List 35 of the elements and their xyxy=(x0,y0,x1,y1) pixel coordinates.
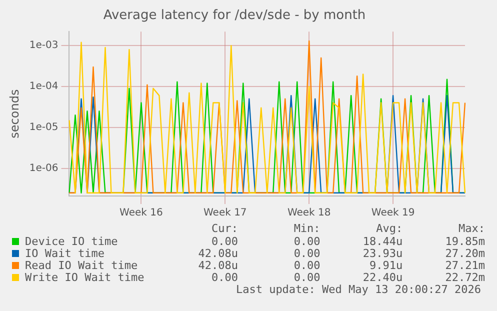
x-tick-label: Week 18 xyxy=(287,208,331,219)
text: 19.85m xyxy=(444,234,485,248)
legend-label: Write IO Wait time xyxy=(25,270,144,284)
text: 0.00 xyxy=(210,234,238,248)
x-tick-label: Week 19 xyxy=(371,208,415,219)
text: 0.00 xyxy=(292,246,320,260)
y-tick-label: 1e-03 xyxy=(29,40,58,52)
chart-title: Average latency for /dev/sde - by month xyxy=(103,8,366,24)
text: 0.00 xyxy=(292,234,320,248)
text: 9.91u xyxy=(368,258,403,272)
y-tick-label: 1e-06 xyxy=(29,162,58,174)
legend-label: Device IO time xyxy=(25,234,118,248)
text: 42.08u xyxy=(197,246,238,260)
text: 27.21m xyxy=(444,258,485,272)
text: 22.40u xyxy=(362,270,403,284)
text: 27.20m xyxy=(444,246,485,260)
text: Last update: Wed May 13 20:00:27 2026 xyxy=(234,283,482,296)
text: 23.93u xyxy=(362,246,403,260)
text: Max: xyxy=(458,222,485,235)
text: Min: xyxy=(292,222,320,235)
text: 42.08u xyxy=(197,258,238,272)
legend-label: IO Wait time xyxy=(25,246,104,260)
text: Avg: xyxy=(375,222,403,235)
text: 18.44u xyxy=(362,234,403,248)
x-tick-label: Week 17 xyxy=(203,208,247,219)
y-tick-label: 1e-05 xyxy=(29,122,58,133)
text: 0.00 xyxy=(292,270,320,284)
x-tick-label: Week 16 xyxy=(120,208,163,219)
y-axis-title: seconds xyxy=(7,89,22,138)
text: 0.00 xyxy=(292,258,320,272)
text: Cur: xyxy=(210,222,238,235)
y-tick-label: 1e-04 xyxy=(29,81,58,92)
legend-label: Read IO Wait time xyxy=(25,258,138,272)
text: 0.00 xyxy=(210,270,238,284)
text: 22.72m xyxy=(444,270,485,284)
